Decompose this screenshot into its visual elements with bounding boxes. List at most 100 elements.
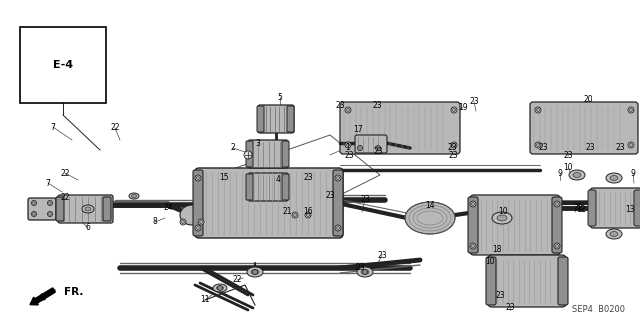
Circle shape — [472, 203, 474, 205]
Circle shape — [337, 226, 339, 229]
Circle shape — [47, 201, 52, 205]
FancyBboxPatch shape — [333, 170, 343, 236]
FancyBboxPatch shape — [246, 141, 253, 167]
Circle shape — [49, 202, 51, 204]
Text: 15: 15 — [219, 174, 229, 182]
Text: 3: 3 — [255, 138, 260, 147]
Ellipse shape — [251, 270, 259, 275]
Text: 23: 23 — [377, 250, 387, 259]
Circle shape — [219, 287, 221, 289]
Text: 12: 12 — [576, 205, 586, 214]
FancyBboxPatch shape — [588, 190, 596, 226]
Text: 23: 23 — [335, 100, 345, 109]
Ellipse shape — [131, 195, 136, 197]
Circle shape — [362, 270, 367, 275]
Ellipse shape — [216, 286, 223, 290]
Ellipse shape — [82, 205, 94, 213]
Text: 13: 13 — [625, 205, 635, 214]
Circle shape — [49, 213, 51, 215]
Circle shape — [345, 142, 351, 148]
Text: 11: 11 — [200, 295, 210, 305]
FancyBboxPatch shape — [552, 197, 562, 253]
Text: 23: 23 — [563, 152, 573, 160]
Ellipse shape — [213, 284, 227, 292]
Circle shape — [451, 107, 457, 113]
FancyBboxPatch shape — [193, 170, 203, 236]
Circle shape — [196, 176, 200, 180]
Text: 22: 22 — [110, 123, 120, 132]
Circle shape — [305, 212, 311, 218]
Ellipse shape — [247, 267, 263, 277]
FancyBboxPatch shape — [590, 188, 640, 228]
Text: 23: 23 — [344, 151, 354, 160]
Circle shape — [470, 201, 476, 207]
FancyBboxPatch shape — [287, 106, 294, 132]
Ellipse shape — [357, 267, 373, 277]
Circle shape — [535, 107, 541, 113]
Text: 10: 10 — [563, 164, 573, 173]
Circle shape — [47, 211, 52, 217]
Text: 23: 23 — [303, 174, 313, 182]
Circle shape — [218, 286, 223, 291]
Text: 21: 21 — [282, 207, 292, 217]
Circle shape — [33, 202, 35, 204]
Circle shape — [335, 175, 341, 181]
Ellipse shape — [361, 270, 369, 275]
FancyBboxPatch shape — [530, 102, 638, 154]
Text: 23: 23 — [448, 151, 458, 160]
Text: 6: 6 — [86, 224, 90, 233]
FancyBboxPatch shape — [248, 140, 288, 168]
FancyBboxPatch shape — [486, 257, 496, 305]
Circle shape — [536, 108, 540, 112]
Text: 4: 4 — [276, 175, 280, 184]
Circle shape — [376, 145, 381, 151]
Text: 10: 10 — [485, 256, 495, 265]
FancyBboxPatch shape — [195, 168, 343, 238]
Circle shape — [337, 176, 339, 180]
FancyArrow shape — [30, 288, 55, 305]
Ellipse shape — [180, 205, 204, 225]
Circle shape — [451, 142, 457, 148]
Text: 7: 7 — [51, 122, 56, 131]
Text: 5: 5 — [278, 93, 282, 101]
FancyBboxPatch shape — [257, 106, 264, 132]
Text: 22: 22 — [573, 204, 583, 212]
Circle shape — [628, 142, 634, 148]
Circle shape — [182, 220, 184, 224]
Circle shape — [377, 147, 380, 149]
Text: 23: 23 — [505, 302, 515, 311]
FancyBboxPatch shape — [246, 174, 253, 200]
Circle shape — [470, 243, 476, 249]
Circle shape — [554, 243, 560, 249]
Text: 23: 23 — [585, 144, 595, 152]
Text: FR.: FR. — [64, 287, 83, 297]
Circle shape — [536, 144, 540, 146]
Circle shape — [535, 142, 541, 148]
Ellipse shape — [492, 212, 512, 224]
FancyBboxPatch shape — [103, 197, 111, 221]
Text: 2: 2 — [230, 144, 236, 152]
Circle shape — [335, 225, 341, 231]
FancyBboxPatch shape — [634, 190, 640, 226]
Circle shape — [253, 271, 256, 273]
Circle shape — [294, 213, 296, 217]
Circle shape — [244, 151, 252, 159]
Circle shape — [359, 147, 361, 149]
Circle shape — [345, 107, 351, 113]
Circle shape — [33, 213, 35, 215]
Text: 8: 8 — [152, 218, 157, 226]
Circle shape — [628, 107, 634, 113]
Circle shape — [556, 203, 559, 205]
Text: 23: 23 — [373, 147, 383, 157]
FancyBboxPatch shape — [355, 135, 387, 153]
FancyBboxPatch shape — [558, 257, 568, 305]
FancyBboxPatch shape — [468, 197, 478, 253]
Text: 9: 9 — [557, 168, 563, 177]
Text: 23: 23 — [325, 191, 335, 201]
Text: 24: 24 — [163, 204, 173, 212]
FancyBboxPatch shape — [56, 197, 64, 221]
Text: 22: 22 — [232, 276, 242, 285]
Text: 23: 23 — [360, 196, 370, 204]
Circle shape — [630, 108, 632, 112]
Text: 23: 23 — [447, 144, 457, 152]
